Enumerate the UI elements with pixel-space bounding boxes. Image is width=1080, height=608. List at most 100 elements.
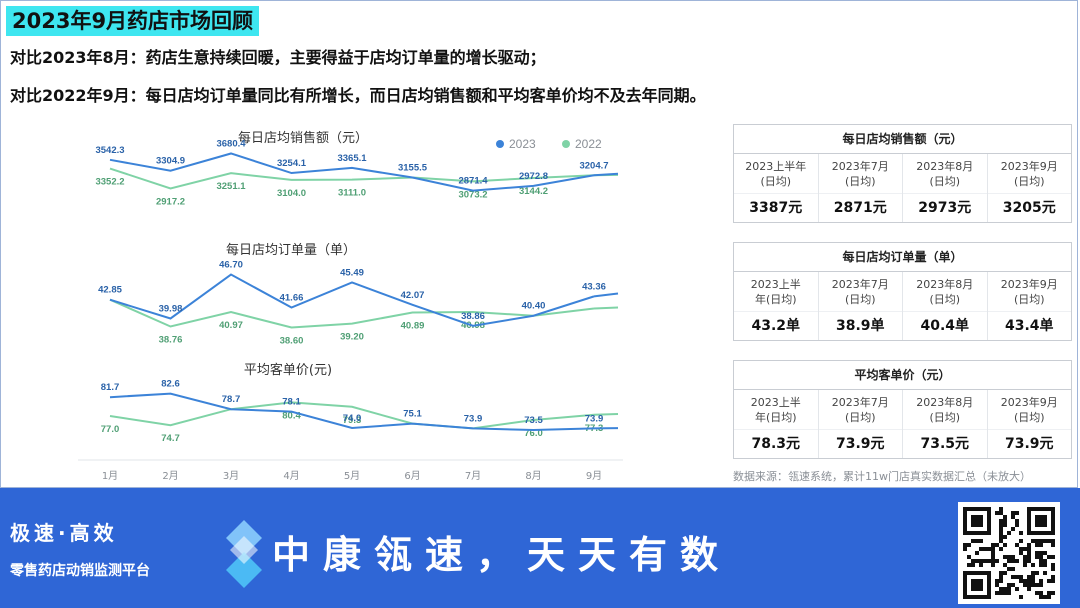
- ticket-table-title: 平均客单价（元）: [734, 361, 1071, 390]
- data-label-2023: 3254.1: [277, 158, 307, 169]
- data-label-2023: 42.85: [98, 285, 122, 296]
- col-value: 2871元: [818, 193, 902, 222]
- series-line-2023: [109, 152, 595, 192]
- col-value: 73.9元: [818, 429, 902, 458]
- sales-col-aug: 2023年8月 (日均) 2973元: [903, 154, 988, 222]
- data-label-2023: 39.98: [159, 303, 183, 314]
- col-label-line: 2023上半: [750, 278, 801, 291]
- col-label-line: (日均): [929, 293, 961, 306]
- data-label-2023: 2972.8: [519, 171, 548, 182]
- series-line-2022: [109, 298, 595, 329]
- data-label-2022: 39.20: [340, 332, 364, 343]
- col-label-line: 2023年7月: [831, 278, 889, 291]
- data-label-2022: 2917.2: [156, 196, 185, 207]
- data-label-2022: 74.7: [161, 433, 180, 444]
- col-label-line: 2023上半: [750, 396, 801, 409]
- legend-marker-2023: [496, 140, 504, 148]
- sales-table-title: 每日店均销售额（元）: [734, 125, 1071, 154]
- brand-slogan: 中康瓴速，天天有数: [272, 533, 732, 577]
- col-value: 43.4单: [987, 311, 1071, 340]
- col-value: 73.5元: [903, 429, 987, 458]
- x-tick-label: 3月: [223, 470, 239, 482]
- data-label-2023: 3680.4: [216, 138, 246, 149]
- series-line-tail: [593, 172, 619, 177]
- data-label-2023: 3155.5: [398, 163, 428, 174]
- orders-table-title: 每日店均订单量（单）: [734, 243, 1071, 272]
- report-frame: [0, 0, 1078, 488]
- col-label-line: 2023上半年: [745, 160, 807, 173]
- orders-col-h1: 2023上半 年(日均) 43.2单: [734, 272, 819, 340]
- data-label-2022: 77.0: [101, 424, 120, 435]
- col-value: 38.9单: [818, 311, 902, 340]
- qr-code-icon: [958, 502, 1060, 604]
- x-tick-label: 4月: [283, 470, 299, 482]
- col-value: 3205元: [987, 193, 1071, 222]
- data-label-2023: 3542.3: [95, 145, 124, 156]
- x-tick-label: 8月: [525, 470, 541, 482]
- data-label-2023: 46.70: [219, 260, 243, 271]
- col-label-line: (日均): [844, 293, 876, 306]
- data-label-2023: 81.7: [101, 382, 120, 393]
- x-tick-label: 7月: [465, 470, 481, 482]
- data-label-2022: 38.60: [280, 336, 304, 347]
- data-source-note: 数据来源：瓴速系统，累计11w门店真实数据汇总（未放大）: [733, 470, 1031, 483]
- data-label-2022: 3111.0: [338, 188, 366, 199]
- data-label-2023: 78.7: [222, 394, 241, 405]
- sales-col-sep: 2023年9月 (日均) 3205元: [987, 154, 1071, 222]
- data-label-2022: 76.0: [524, 428, 543, 439]
- series-line-2023: [109, 392, 595, 432]
- series-line-2022: [109, 401, 595, 430]
- data-label-2023: 82.6: [161, 379, 180, 390]
- data-label-2023: 38.86: [461, 311, 485, 322]
- ticket-col-sep: 2023年9月 (日均) 73.9元: [987, 390, 1071, 458]
- col-label-line: 2023年7月: [831, 396, 889, 409]
- x-tick-label: 6月: [404, 470, 420, 482]
- col-label-line: 年(日均): [754, 293, 797, 306]
- ticket-col-h1: 2023上半 年(日均) 78.3元: [734, 390, 819, 458]
- col-label-line: 2023年9月: [1000, 396, 1058, 409]
- footer-slogan: 极速·高效: [10, 521, 118, 545]
- data-label-2023: 3304.9: [156, 156, 185, 167]
- col-label-line: (日均): [1013, 175, 1045, 188]
- data-label-2022: 3352.2: [95, 177, 124, 188]
- col-value: 40.4单: [903, 311, 987, 340]
- col-label-line: (日均): [1013, 411, 1045, 424]
- ticket-col-aug: 2023年8月 (日均) 73.5元: [903, 390, 988, 458]
- series-line-tail: [593, 292, 619, 298]
- col-label-line: (日均): [844, 175, 876, 188]
- footer-banner: [0, 488, 1080, 608]
- orders-col-jul: 2023年7月 (日均) 38.9单: [818, 272, 903, 340]
- series-line-2023: [109, 273, 595, 327]
- orders-col-sep: 2023年9月 (日均) 43.4单: [987, 272, 1071, 340]
- col-label-line: (日均): [844, 411, 876, 424]
- sales-col-jul: 2023年7月 (日均) 2871元: [818, 154, 903, 222]
- data-label-2023: 2871.4: [458, 176, 488, 187]
- col-label-line: 2023年8月: [916, 396, 974, 409]
- data-label-2022: 80.4: [282, 410, 301, 421]
- data-label-2023: 78.1: [282, 397, 301, 408]
- data-label-2023: 43.36: [582, 281, 606, 292]
- series-line-tail: [593, 306, 619, 310]
- summary-line-vs-last-year: 对比2022年9月：每日店均订单量同比有所增长，而日店均销售额和平均客单价均不及…: [10, 86, 706, 105]
- data-label-2023: 45.49: [340, 267, 364, 278]
- data-label-2022: 3251.1: [216, 181, 246, 192]
- orders-table: 每日店均订单量（单） 2023上半 年(日均) 43.2单 2023年7月 (日均)…: [733, 242, 1072, 341]
- data-label-2023: 73.9: [585, 413, 604, 424]
- data-label-2022: 40.89: [401, 321, 425, 332]
- data-label-2022: 3104.0: [277, 188, 306, 199]
- col-value: 73.9元: [987, 429, 1071, 458]
- col-label-line: 2023年9月: [1000, 160, 1058, 173]
- data-label-2023: 3204.7: [579, 160, 608, 171]
- x-tick-label: 2月: [162, 470, 178, 482]
- summary-line-vs-aug: 对比2023年8月：药店生意持续回暖，主要得益于店均订单量的增长驱动；: [10, 48, 546, 67]
- col-label-line: 2023年7月: [831, 160, 889, 173]
- col-value: 43.2单: [734, 311, 818, 340]
- panel-title: 每日店均订单量（单）: [226, 242, 356, 258]
- page-title: 2023年9月药店市场回顾: [6, 6, 260, 36]
- col-label-line: (日均): [929, 175, 961, 188]
- col-label-line: 2023年9月: [1000, 278, 1058, 291]
- col-value: 78.3元: [734, 429, 818, 458]
- data-label-2023: 40.40: [522, 301, 546, 312]
- x-tick-label: 9月: [586, 470, 602, 482]
- col-value: 3387元: [734, 193, 818, 222]
